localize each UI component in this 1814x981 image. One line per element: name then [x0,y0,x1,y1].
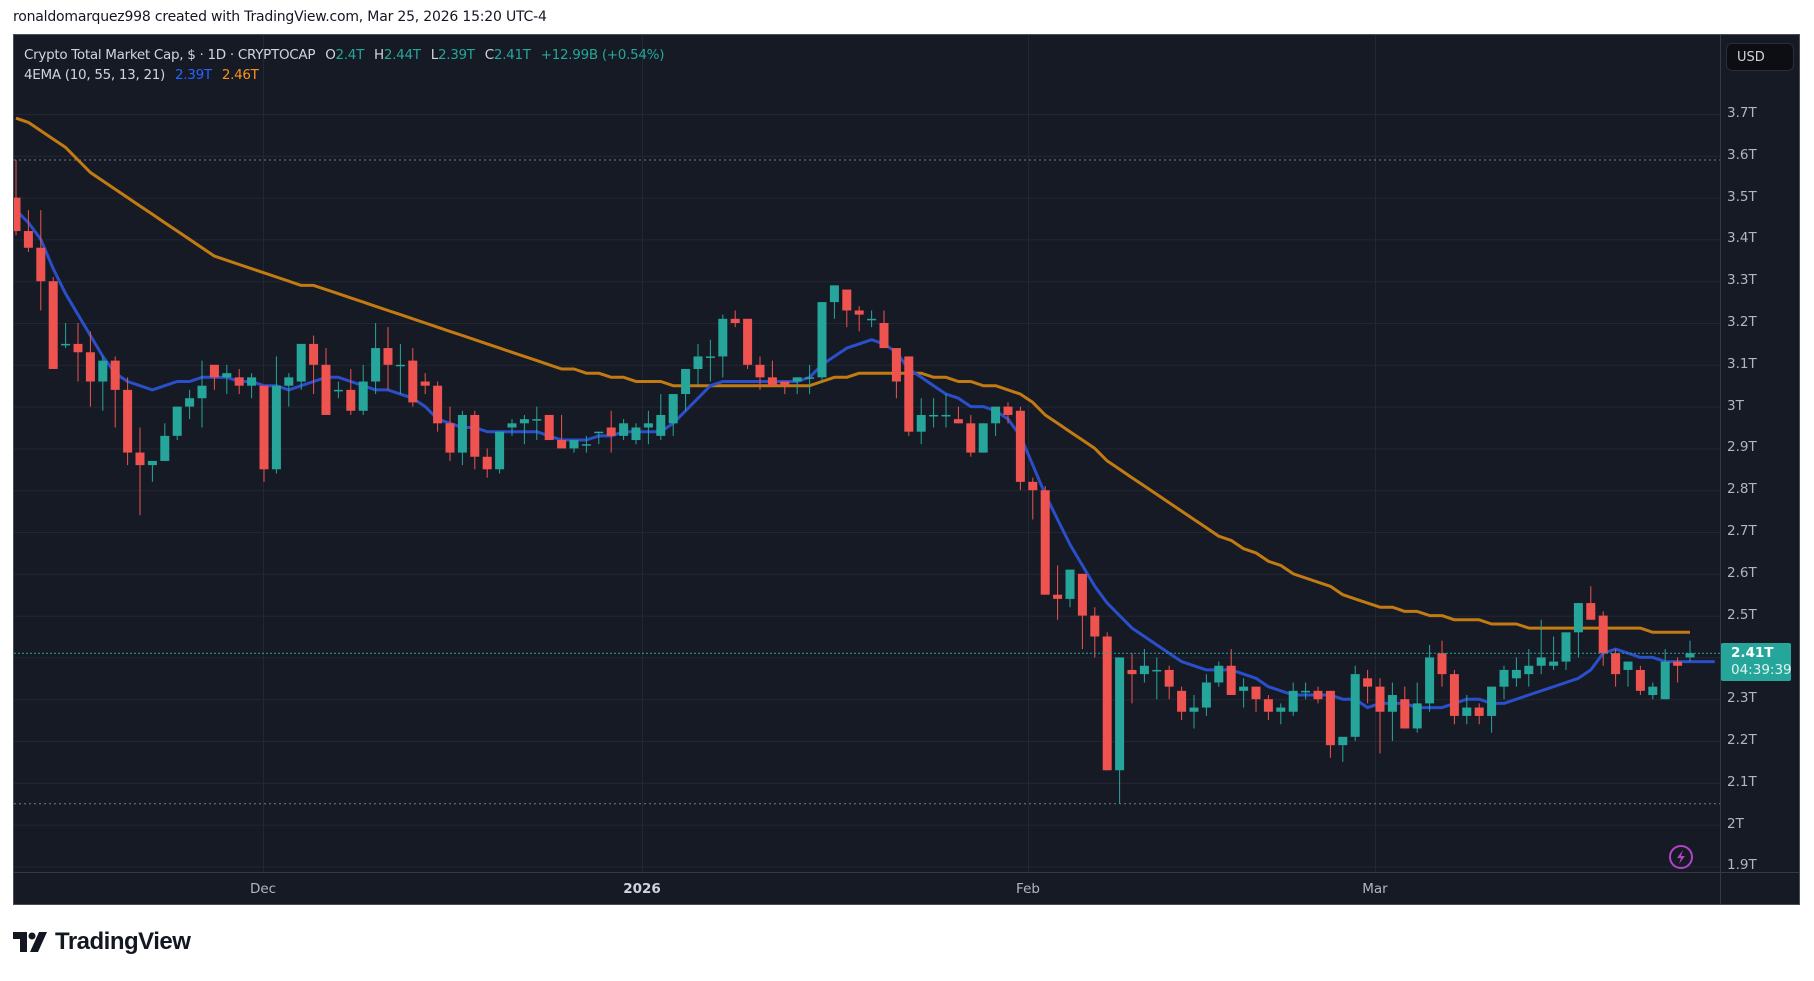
brand-name: TradingView [55,928,191,955]
price-axis-label: 3T [1727,397,1744,414]
time-axis-label: Mar [1362,881,1388,897]
chart-credit: ronaldomarquez998 created with TradingVi… [13,9,547,25]
price-axis-label: 2.3T [1727,690,1757,707]
price-axis-label: 2.1T [1727,773,1757,790]
high-value: 2.44T [383,47,421,63]
low-value: 2.39T [437,47,475,63]
price-axis-label: 2T [1727,815,1744,832]
indicator-row: 4EMA (10, 55, 13, 21) 2.39T 2.46T [24,65,664,85]
lightning-icon[interactable] [1668,844,1694,870]
price-axis-label: 2.7T [1727,523,1757,539]
price-axis-label: 1.9T [1727,857,1757,874]
price-axis-label: 3.1T [1727,355,1757,372]
close-value: 2.41T [493,47,531,63]
ema-fast-value: 2.39T [175,67,212,83]
symbol-title[interactable]: Crypto Total Market Cap, $ · 1D · CRYPTO… [24,47,316,63]
price-axis-label: 3.4T [1727,230,1757,247]
chart-legend: Crypto Total Market Cap, $ · 1D · CRYPTO… [24,45,664,85]
tradingview-logo[interactable]: TradingView [13,928,191,956]
price-axis-label: 2.8T [1727,481,1757,498]
change-value: +12.99B (+0.54%) [540,47,665,63]
time-axis-label: 2026 [623,881,661,897]
current-price-tag: 2.41T 04:39:39 [1721,643,1792,682]
tradingview-logo-icon [13,932,47,952]
time-axis-label: Dec [249,881,277,897]
currency-button[interactable]: USD [1726,43,1794,71]
chart-panel[interactable]: Crypto Total Market Cap, $ · 1D · CRYPTO… [13,34,1800,905]
bar-countdown: 04:39:39 [1731,662,1792,679]
price-axis-label: 2.9T [1727,439,1757,456]
price-axis-label: 2.2T [1727,732,1757,748]
price-axis-label: 2.6T [1727,564,1757,581]
price-axis-label: 2.5T [1727,606,1757,623]
price-axis-label: 3.2T [1727,314,1757,330]
ema-slow-value: 2.46T [221,67,259,83]
price-axis-label: 3.5T [1727,188,1757,205]
candlestick-chart[interactable] [14,35,1800,905]
time-axis-label: Feb [1016,881,1040,897]
price-axis-label: 3.6T [1727,146,1757,163]
indicator-title[interactable]: 4EMA (10, 55, 13, 21) [24,67,165,83]
price-axis-label: 3.3T [1727,272,1757,289]
current-price: 2.41T [1731,645,1774,662]
price-axis-label: 3.7T [1727,105,1757,121]
open-value: 2.4T [335,47,365,63]
symbol-row: Crypto Total Market Cap, $ · 1D · CRYPTO… [24,47,665,63]
